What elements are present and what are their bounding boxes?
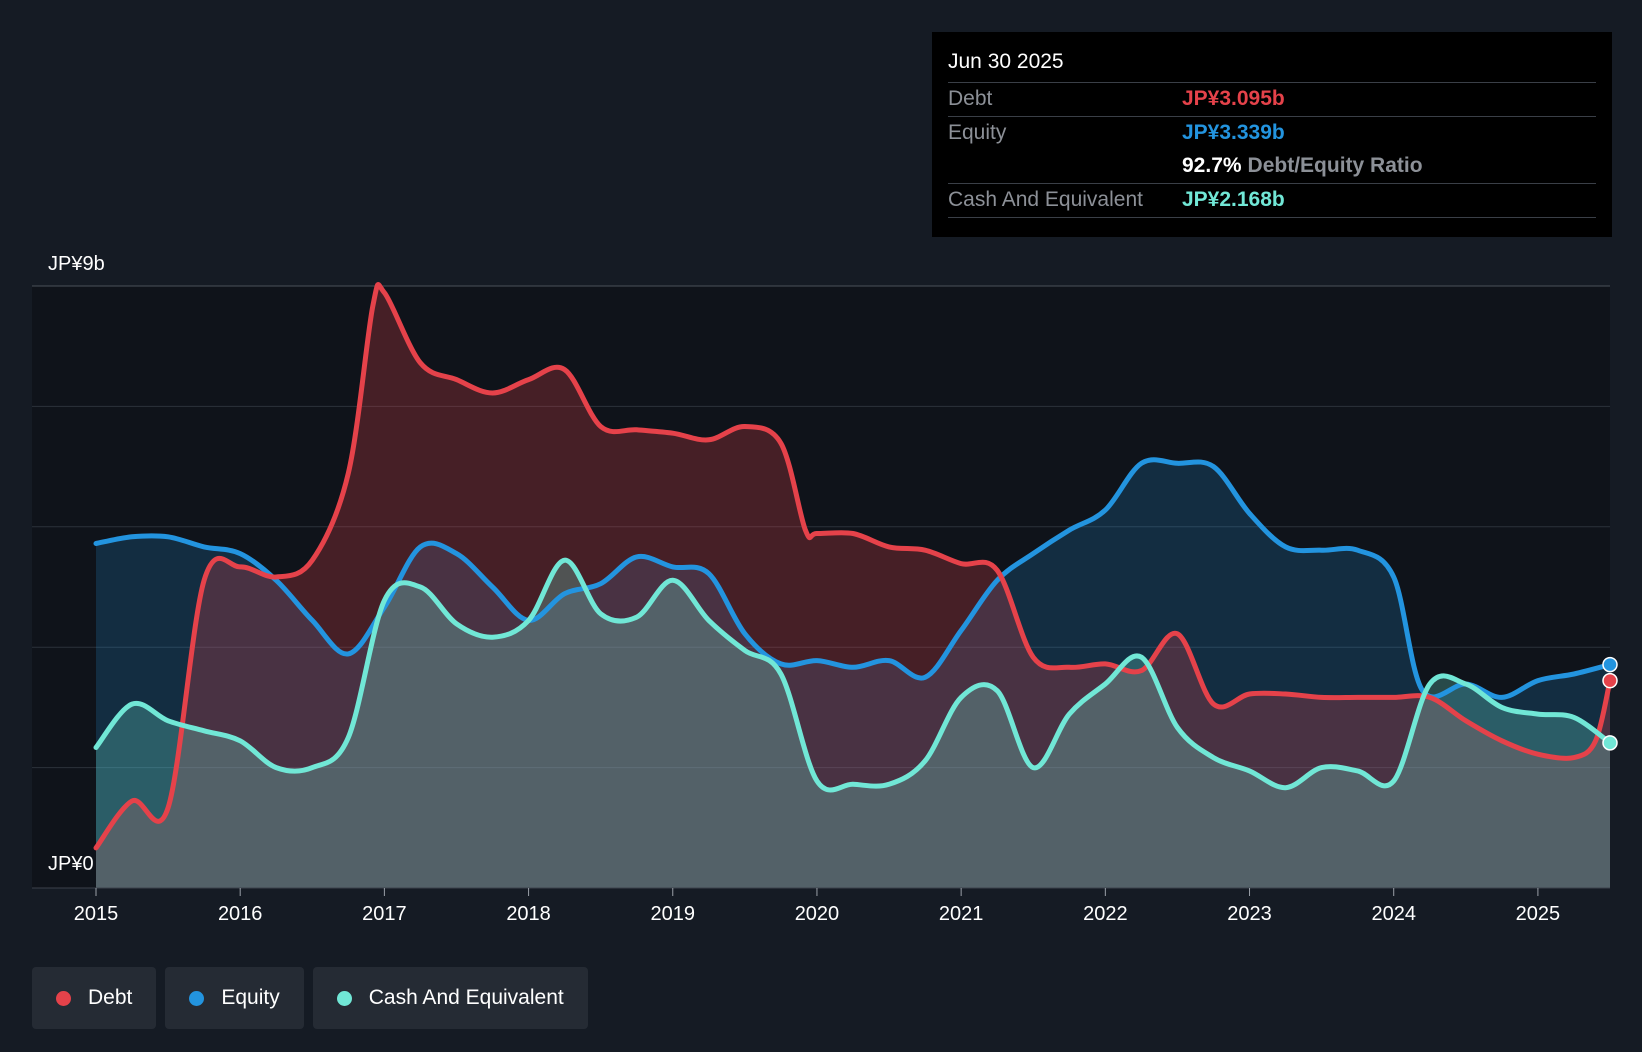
debt-line — [93, 282, 1613, 851]
series-areas — [96, 284, 1610, 888]
gridlines — [32, 285, 1610, 769]
x-tick-label: 2019 — [651, 903, 696, 925]
x-tick-label: 2025 — [1516, 903, 1561, 925]
tooltip-date: Jun 30 2025 — [948, 46, 1596, 83]
x-tick-label: 2018 — [506, 903, 551, 925]
tooltip-debt-label: Debt — [948, 87, 993, 110]
cash-dot-icon — [336, 990, 352, 1006]
legend-item-equity[interactable]: Equity — [165, 967, 304, 1029]
y-axis-bottom-label: JP¥0 — [48, 853, 94, 875]
series-endpoints — [1602, 656, 1618, 751]
cash-line — [93, 557, 1613, 793]
legend: Debt Equity Cash And Equivalent — [32, 967, 588, 1029]
x-tick-label: 2017 — [362, 903, 407, 925]
x-tick-label: 2024 — [1371, 903, 1416, 925]
cash-endpoint[interactable] — [1602, 735, 1618, 751]
series-lines — [93, 282, 1613, 851]
x-tick-label: 2023 — [1227, 903, 1272, 925]
x-tick-label: 2016 — [218, 903, 263, 925]
tooltip-equity-label: Equity — [948, 121, 1007, 144]
legend-item-cash[interactable]: Cash And Equivalent — [312, 967, 588, 1029]
tooltip-row-equity: Equity JP¥3.339b — [948, 117, 1596, 150]
x-tick-label: 2020 — [795, 903, 840, 925]
tooltip-ratio-value: 92.7% — [1182, 154, 1242, 177]
equity-area — [96, 459, 1610, 888]
tooltip-equity-value: JP¥3.339b — [1182, 121, 1285, 144]
tooltip-panel: Jun 30 2025 Debt JP¥3.095b Equity JP¥3.3… — [932, 32, 1612, 237]
x-tick-label: 2021 — [939, 903, 984, 925]
tooltip-debt-value: JP¥3.095b — [1182, 87, 1285, 110]
legend-item-debt[interactable]: Debt — [32, 967, 157, 1029]
x-tick-label: 2015 — [74, 903, 119, 925]
equity-endpoint[interactable] — [1602, 656, 1618, 673]
equity-line — [93, 457, 1613, 700]
tooltip-ratio-label: Debt/Equity Ratio — [1247, 154, 1423, 177]
x-tick-label: 2022 — [1083, 903, 1128, 925]
legend-debt-label: Debt — [88, 986, 133, 1009]
y-axis-top-label: JP¥9b — [48, 253, 105, 275]
tooltip-ratio-spacer — [948, 150, 1182, 183]
debt-dot-icon — [56, 990, 71, 1006]
tooltip-row-ratio: 92.7% Debt/Equity Ratio — [948, 150, 1596, 184]
equity-dot-icon — [189, 990, 205, 1006]
legend-equity-label: Equity — [221, 986, 280, 1009]
tooltip-row-cash: Cash And Equivalent JP¥2.168b — [948, 184, 1596, 218]
cash-area — [96, 560, 1610, 888]
tooltip-row-debt: Debt JP¥3.095b — [948, 83, 1596, 117]
debt-endpoint[interactable] — [1602, 672, 1618, 689]
x-axis-ticks: 2015 2016 2017 2018 2019 2020 2021 2022 2023 2024… — [74, 888, 1560, 925]
tooltip-cash-label: Cash And Equivalent — [948, 188, 1143, 211]
tooltip-cash-value: JP¥2.168b — [1182, 188, 1285, 211]
debt-area — [96, 284, 1610, 888]
legend-cash-label: Cash And Equivalent — [368, 986, 564, 1009]
